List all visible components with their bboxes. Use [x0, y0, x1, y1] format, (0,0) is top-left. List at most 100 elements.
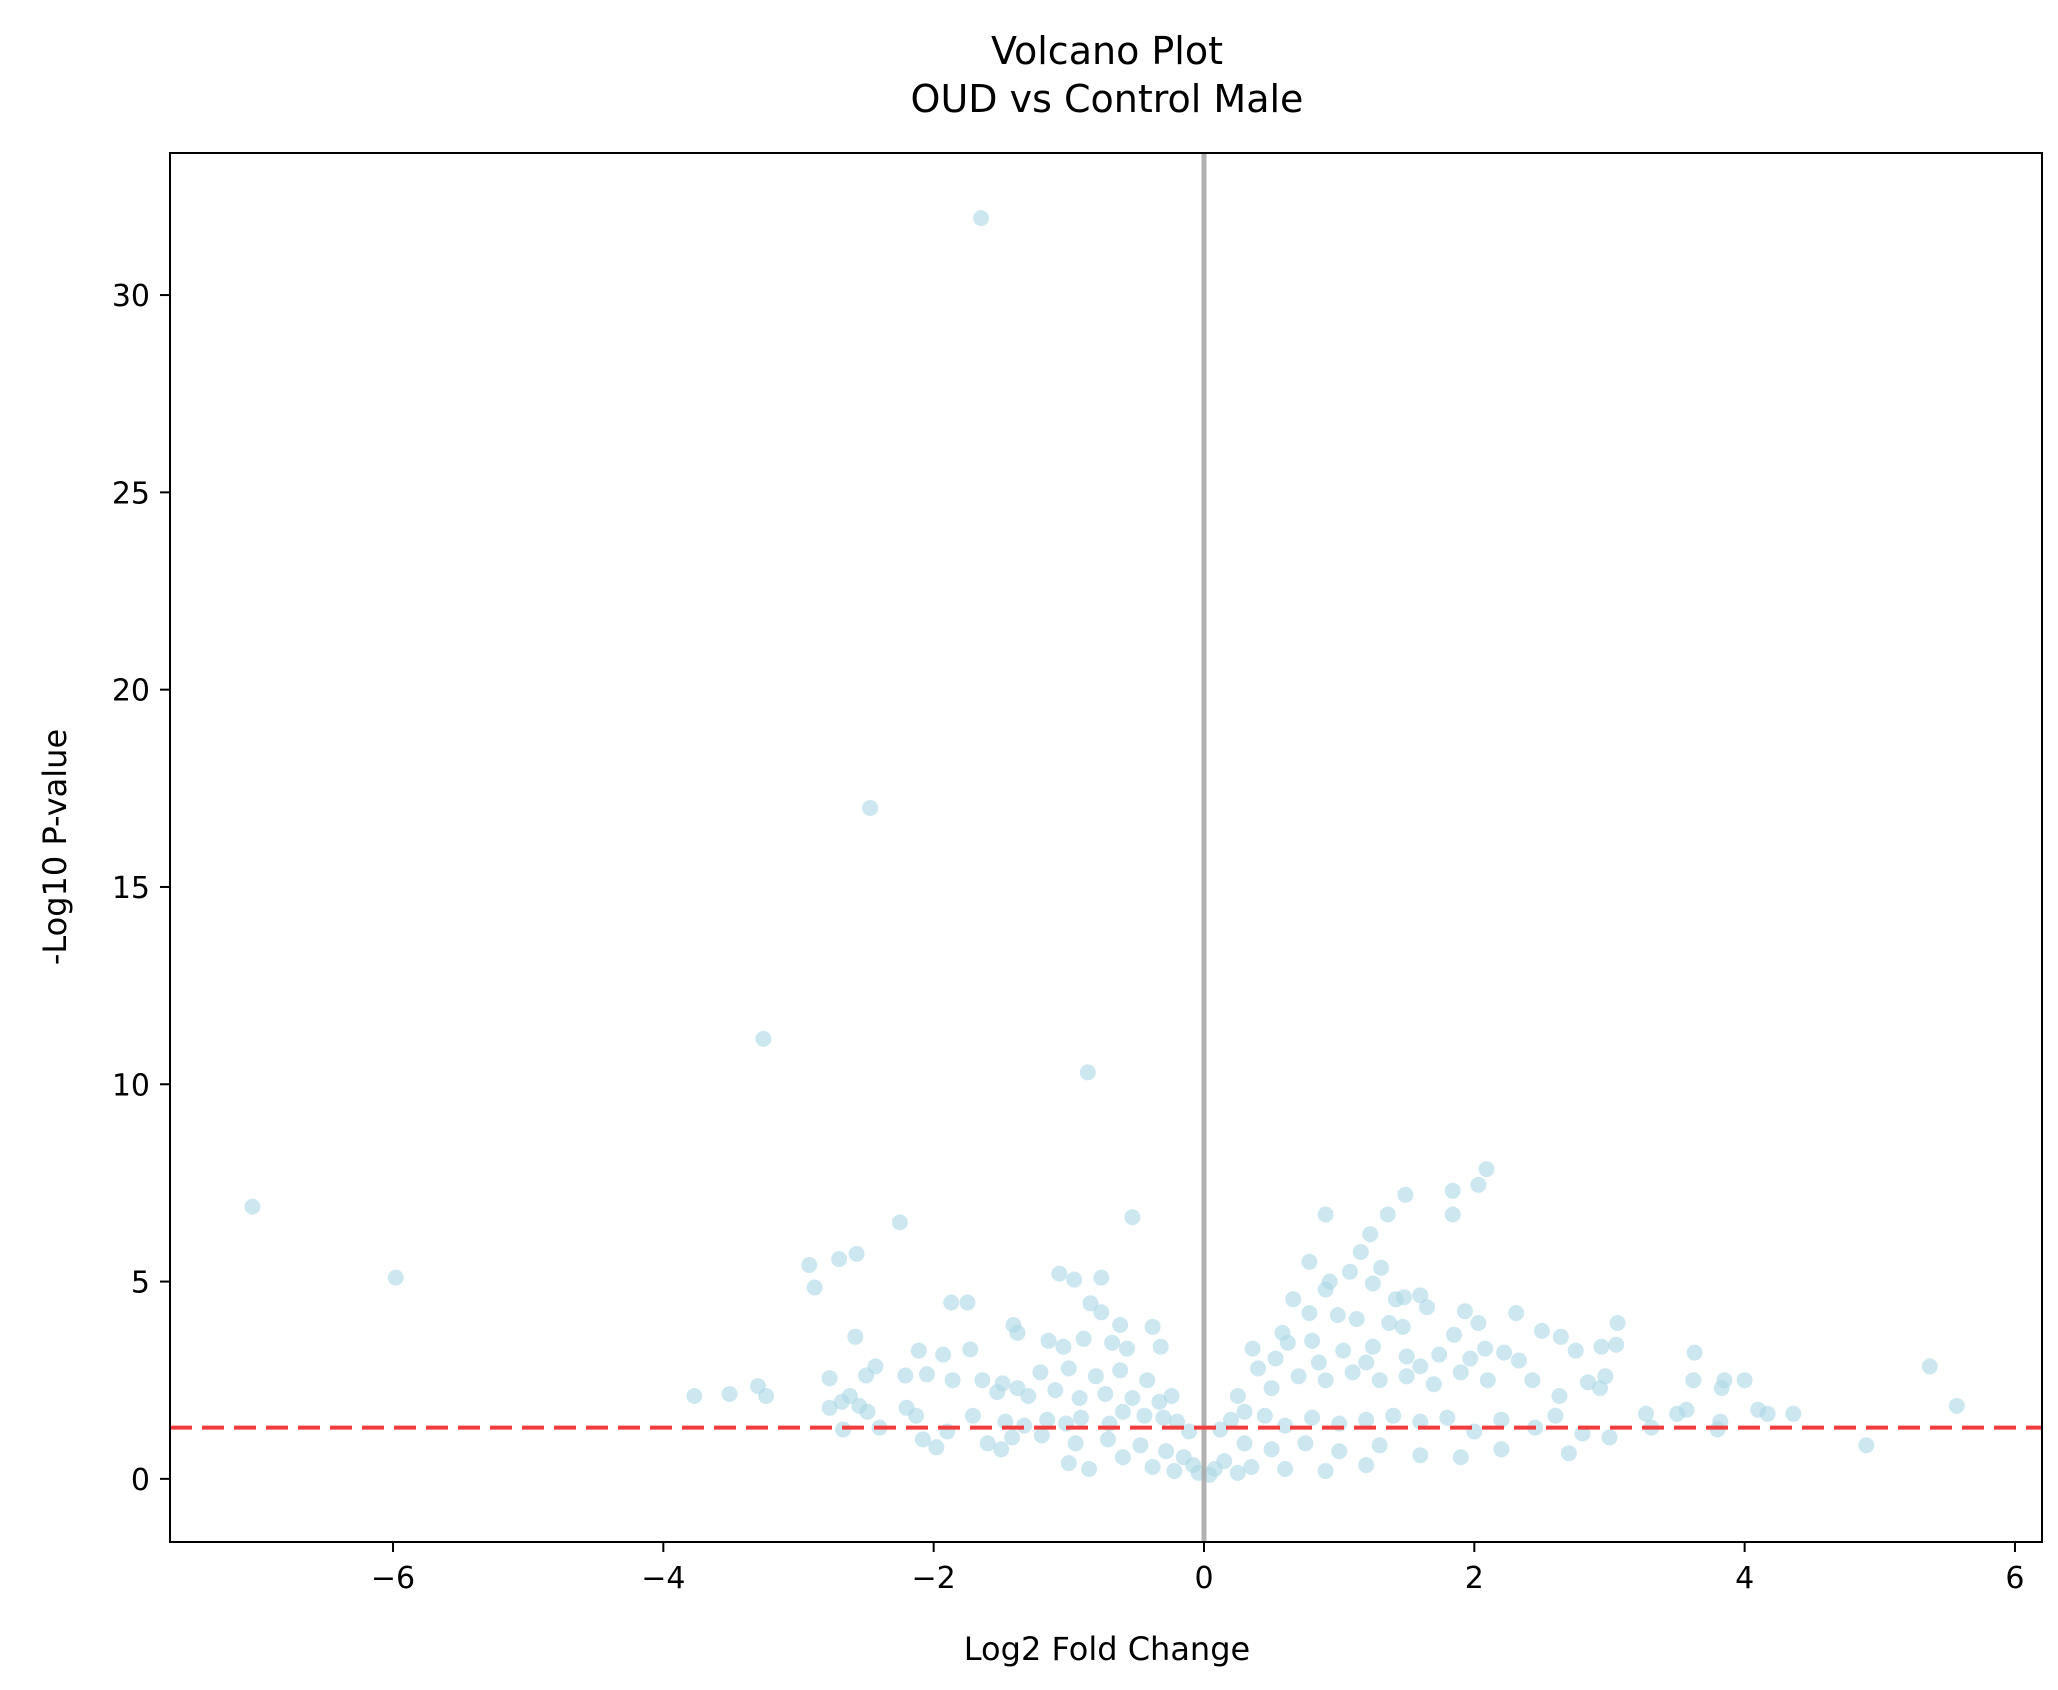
data-point-190 [1317, 1372, 1334, 1389]
data-point-46 [686, 1388, 703, 1404]
data-point-137 [1267, 1350, 1284, 1367]
chart-title: Volcano Plot [991, 29, 1223, 73]
data-point-1 [862, 800, 879, 816]
data-point-126 [1470, 1315, 1487, 1331]
data-point-176 [1439, 1409, 1456, 1426]
data-point-104 [1444, 1206, 1461, 1223]
data-point-179 [1358, 1411, 1375, 1428]
data-point-108 [1301, 1253, 1318, 1270]
data-point-160 [1713, 1380, 1730, 1397]
data-point-172 [1560, 1445, 1577, 1462]
data-point-145 [1462, 1350, 1479, 1367]
data-point-135 [1609, 1315, 1626, 1331]
data-point-73 [1060, 1360, 1077, 1377]
data-point-88 [1132, 1437, 1149, 1454]
data-point-12 [1051, 1265, 1068, 1282]
data-point-182 [1277, 1417, 1294, 1434]
data-point-192 [1371, 1372, 1388, 1389]
data-point-181 [1304, 1409, 1321, 1426]
data-point-139 [1279, 1334, 1296, 1351]
data-point-207 [1452, 1449, 1469, 1466]
data-point-178 [1385, 1407, 1402, 1424]
data-point-197 [1250, 1360, 1267, 1377]
data-point-117 [1508, 1305, 1525, 1322]
data-point-193 [1398, 1368, 1415, 1385]
y-tick-label: 20 [112, 674, 150, 709]
data-point-149 [1579, 1374, 1596, 1391]
data-point-166 [1858, 1437, 1875, 1454]
data-point-105 [1317, 1206, 1334, 1223]
data-point-116 [1387, 1291, 1404, 1308]
data-point-120 [1285, 1291, 1302, 1308]
data-point-24 [1040, 1332, 1057, 1349]
plot-area-frame [169, 152, 2043, 1543]
data-point-106 [1362, 1226, 1379, 1243]
data-point-21 [1112, 1317, 1129, 1333]
data-point-183 [1256, 1407, 1273, 1424]
data-point-115 [1419, 1299, 1435, 1316]
y-tick-label: 0 [131, 1463, 150, 1498]
data-point-11 [806, 1279, 823, 1296]
data-point-118 [1456, 1303, 1473, 1320]
data-point-30 [962, 1341, 979, 1358]
data-point-203 [1297, 1435, 1314, 1452]
data-point-136 [1244, 1340, 1261, 1357]
data-point-119 [1317, 1281, 1334, 1298]
data-point-129 [1496, 1344, 1513, 1361]
data-point-202 [1263, 1441, 1280, 1458]
data-point-128 [1477, 1340, 1494, 1357]
data-point-103 [1379, 1206, 1396, 1223]
data-point-122 [1329, 1307, 1346, 1324]
data-point-62 [1016, 1417, 1033, 1434]
data-point-85 [1033, 1427, 1050, 1444]
data-point-195 [1452, 1364, 1469, 1381]
data-point-42 [989, 1384, 1006, 1401]
data-point-213 [1277, 1461, 1294, 1477]
data-point-214 [1317, 1463, 1334, 1479]
data-point-123 [1348, 1311, 1365, 1327]
data-point-31 [935, 1346, 952, 1363]
data-point-189 [1290, 1368, 1307, 1385]
data-point-99 [1478, 1161, 1495, 1178]
data-point-114 [1412, 1287, 1429, 1304]
data-point-76 [1139, 1372, 1156, 1389]
data-point-82 [1124, 1390, 1141, 1406]
data-point-155 [1678, 1401, 1695, 1418]
data-point-171 [1547, 1407, 1564, 1424]
data-point-78 [1020, 1388, 1037, 1404]
data-point-48 [833, 1393, 850, 1410]
data-point-199 [1358, 1354, 1375, 1371]
data-point-27 [1104, 1334, 1121, 1351]
data-point-55 [908, 1407, 925, 1424]
data-point-56 [914, 1431, 931, 1448]
data-point-84 [1004, 1429, 1021, 1446]
data-point-29 [1152, 1338, 1169, 1355]
data-point-71 [1181, 1423, 1198, 1440]
data-point-60 [979, 1435, 996, 1452]
data-point-156 [1685, 1372, 1702, 1389]
data-point-101 [1444, 1182, 1461, 1199]
data-point-15 [943, 1294, 960, 1311]
data-point-89 [1158, 1443, 1175, 1460]
data-point-140 [1304, 1332, 1321, 1349]
chart-subtitle: OUD vs Control Male [911, 77, 1304, 121]
data-point-95 [993, 1441, 1010, 1458]
y-axis-label: -Log10 P-value [36, 729, 74, 965]
reference-lines [170, 153, 2042, 1542]
data-point-25 [1055, 1338, 1072, 1355]
data-point-134 [1608, 1336, 1625, 1353]
data-point-17 [1082, 1295, 1099, 1312]
data-point-125 [1394, 1318, 1411, 1335]
data-point-215 [1358, 1457, 1375, 1474]
scatter-points [244, 210, 1965, 1483]
data-point-212 [1243, 1459, 1260, 1475]
data-point-57 [928, 1439, 945, 1456]
data-point-59 [964, 1407, 981, 1424]
data-point-4 [244, 1198, 261, 1215]
data-point-169 [1601, 1429, 1618, 1446]
data-point-45 [721, 1386, 738, 1402]
y-axis-ticks: 0 5 10 15 20 25 30 [112, 279, 170, 1498]
y-tick-label: 25 [112, 476, 150, 511]
